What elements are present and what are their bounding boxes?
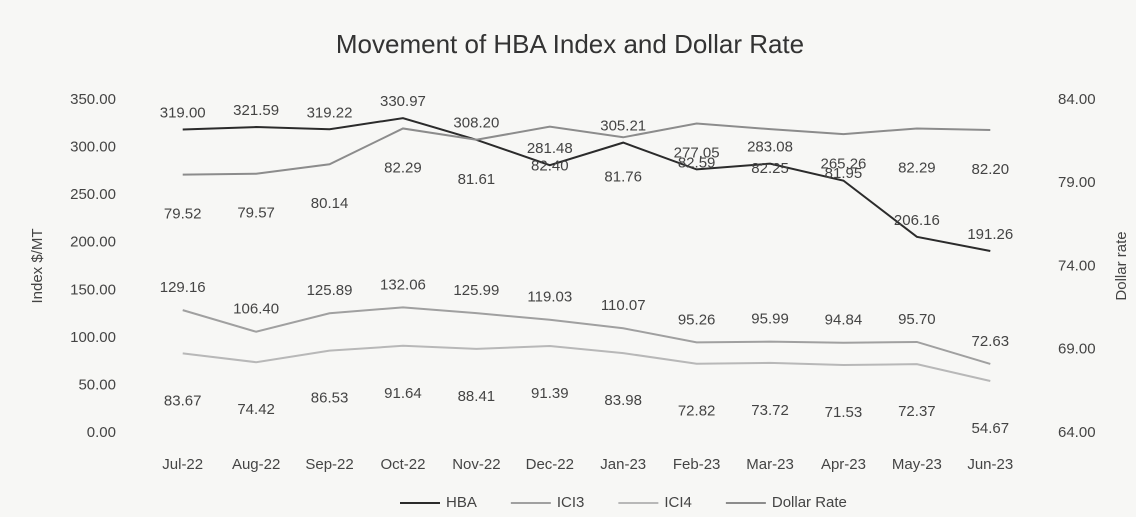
data-label: 71.53	[825, 404, 863, 421]
data-label: 129.16	[160, 279, 206, 296]
series-line	[182, 306, 991, 365]
x-tick-label: Oct-22	[380, 456, 425, 473]
data-label: 72.37	[898, 403, 936, 420]
chart-title: Movement of HBA Index and Dollar Rate	[336, 29, 804, 59]
x-tick-label: Feb-23	[673, 456, 721, 473]
x-tick-label: Apr-23	[821, 456, 866, 473]
x-tick-label: Jul-22	[162, 456, 203, 473]
data-label: 74.42	[237, 401, 275, 418]
data-label: 125.89	[307, 282, 353, 299]
series-line	[182, 344, 991, 382]
data-label: 73.72	[751, 402, 789, 419]
data-label: 95.99	[751, 311, 789, 328]
data-label: 82.29	[898, 159, 936, 176]
legend-label: ICI4	[664, 494, 692, 511]
x-tick-label: Nov-22	[452, 456, 500, 473]
y2-tick-label: 64.00	[1058, 424, 1096, 441]
y2-tick-label: 84.00	[1058, 91, 1096, 108]
data-label: 305.21	[600, 118, 646, 135]
data-label: 132.06	[380, 276, 426, 293]
data-label: 81.95	[825, 165, 863, 182]
y2-tick-label: 79.00	[1058, 174, 1096, 191]
data-label: 81.76	[604, 168, 642, 185]
data-label: 191.26	[967, 226, 1013, 243]
data-label: 91.64	[384, 385, 422, 402]
data-label: 206.16	[894, 212, 940, 229]
data-label: 110.07	[601, 297, 646, 314]
y2-axis-label: Dollar rate	[1113, 231, 1130, 300]
y-tick-label: 250.00	[70, 186, 116, 203]
data-label: 94.84	[825, 312, 863, 329]
data-label: 106.40	[233, 301, 279, 318]
x-tick-label: Sep-22	[305, 456, 353, 473]
data-label: 125.99	[453, 282, 499, 299]
data-label: 119.03	[527, 289, 572, 306]
data-label: 82.29	[384, 159, 422, 176]
data-label: 95.26	[678, 311, 716, 328]
x-tick-label: Dec-22	[526, 456, 574, 473]
series-line	[182, 122, 991, 176]
legend-label: Dollar Rate	[772, 494, 847, 511]
data-label: 330.97	[380, 93, 426, 110]
data-label: 319.22	[307, 104, 353, 121]
data-label: 72.63	[972, 333, 1010, 350]
data-label: 54.67	[972, 420, 1010, 437]
data-label: 82.40	[531, 158, 569, 175]
data-label: 88.41	[458, 388, 496, 405]
x-tick-label: Jun-23	[967, 456, 1013, 473]
data-label: 265.26	[821, 156, 867, 173]
data-label: 83.98	[604, 392, 642, 409]
data-label: 81.61	[458, 171, 496, 188]
data-label: 95.70	[898, 311, 936, 328]
y-tick-label: 300.00	[70, 139, 116, 156]
data-label: 277.05	[674, 144, 720, 161]
y2-tick-label: 74.00	[1058, 257, 1096, 274]
data-label: 82.25	[751, 160, 789, 177]
series-line	[182, 117, 991, 253]
x-tick-label: Aug-22	[232, 456, 280, 473]
y-tick-label: 350.00	[70, 91, 116, 108]
legend-label: HBA	[446, 494, 477, 511]
data-label: 79.52	[164, 206, 202, 223]
data-label: 281.48	[527, 140, 573, 157]
x-tick-label: May-23	[892, 456, 942, 473]
y-tick-label: 50.00	[78, 376, 116, 393]
data-label: 83.67	[164, 392, 202, 409]
data-label: 283.08	[747, 139, 793, 156]
y-tick-label: 0.00	[87, 424, 116, 441]
x-tick-label: Mar-23	[746, 456, 794, 473]
y-tick-label: 100.00	[70, 329, 116, 346]
y-tick-label: 150.00	[70, 281, 116, 298]
data-label: 91.39	[531, 385, 569, 402]
y2-tick-label: 69.00	[1058, 341, 1096, 358]
y-axis-label: Index $/MT	[29, 228, 46, 303]
y-tick-label: 200.00	[70, 234, 116, 251]
data-label: 72.82	[678, 403, 716, 420]
data-label: 319.00	[160, 104, 206, 121]
x-tick-label: Jan-23	[600, 456, 646, 473]
data-label: 308.20	[453, 115, 499, 132]
data-label: 321.59	[233, 102, 279, 119]
data-label: 80.14	[311, 195, 349, 212]
data-label: 86.53	[311, 390, 349, 407]
data-label: 79.57	[237, 205, 275, 222]
data-label: 82.59	[678, 154, 716, 171]
data-label: 82.20	[972, 161, 1010, 178]
legend-label: ICI3	[557, 494, 585, 511]
